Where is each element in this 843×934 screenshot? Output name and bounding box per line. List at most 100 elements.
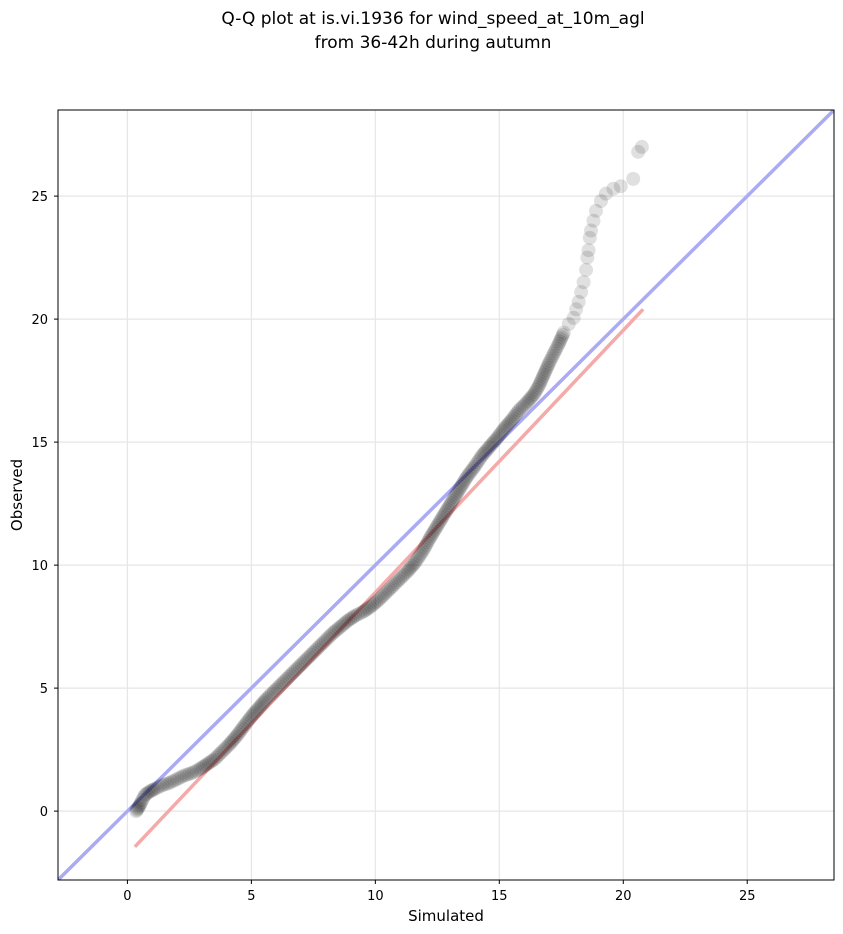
data-point: [160, 776, 175, 791]
reference-lines: [58, 110, 834, 880]
data-point: [539, 360, 554, 375]
data-point: [426, 524, 441, 539]
data-point: [473, 450, 488, 465]
data-point: [292, 658, 307, 673]
data-point: [400, 564, 415, 579]
data-point: [272, 679, 287, 694]
data-point: [129, 804, 144, 819]
data-point: [328, 624, 343, 639]
data-point: [586, 213, 601, 228]
data-point: [372, 591, 387, 606]
data-point: [350, 607, 365, 622]
data-point: [476, 446, 491, 461]
data-point: [531, 378, 546, 393]
data-point: [447, 490, 462, 505]
data-point: [146, 782, 161, 797]
data-point: [461, 467, 476, 482]
data-point: [194, 761, 209, 776]
data-point: [165, 774, 180, 789]
data-point: [455, 477, 470, 492]
data-point: [501, 416, 516, 431]
data-point: [464, 463, 479, 478]
data-point: [226, 732, 241, 747]
data-point: [189, 763, 204, 778]
data-point: [230, 727, 245, 742]
data-point: [538, 363, 553, 378]
data-point: [417, 540, 432, 555]
data-point: [344, 611, 359, 626]
data-point: [492, 427, 507, 442]
y-tick-label: 0: [40, 805, 48, 820]
data-point: [313, 638, 328, 653]
data-point: [228, 730, 243, 745]
data-point: [174, 769, 189, 784]
data-point: [232, 725, 247, 740]
data-point: [326, 625, 341, 640]
data-point: [223, 735, 238, 750]
data-point: [298, 653, 313, 668]
data-point: [197, 758, 212, 773]
data-point: [300, 651, 315, 666]
data-point: [131, 800, 146, 815]
data-point: [136, 790, 151, 805]
data-point: [486, 434, 501, 449]
data-point: [250, 702, 265, 717]
data-point: [296, 655, 311, 670]
data-point: [383, 580, 398, 595]
data-point: [268, 682, 283, 697]
data-point: [441, 500, 456, 515]
data-point: [196, 759, 211, 774]
data-point: [324, 627, 339, 642]
data-point: [315, 636, 330, 651]
data-point: [368, 595, 383, 610]
data-point: [311, 640, 326, 655]
data-point: [463, 465, 478, 480]
data-point: [634, 139, 649, 154]
data-point: [420, 535, 435, 550]
data-point: [357, 603, 372, 618]
data-point: [494, 425, 509, 440]
data-point: [270, 681, 285, 696]
data-point: [162, 775, 177, 790]
x-tick-label: 15: [491, 889, 508, 904]
data-point: [480, 441, 495, 456]
data-point: [259, 692, 274, 707]
data-point: [576, 275, 591, 290]
data-point: [402, 562, 417, 577]
data-point: [530, 380, 545, 395]
identity-line: [58, 110, 834, 880]
data-point: [251, 700, 266, 715]
data-point: [553, 332, 568, 347]
data-point: [247, 705, 262, 720]
x-tick-label: 0: [123, 889, 131, 904]
data-point: [329, 622, 344, 637]
data-point: [256, 695, 271, 710]
data-point: [452, 481, 467, 496]
data-point: [535, 369, 550, 384]
data-point: [456, 475, 471, 490]
data-point: [147, 781, 162, 796]
data-point: [422, 531, 437, 546]
y-tick-label: 25: [31, 190, 48, 205]
data-point: [210, 748, 225, 763]
data-point: [264, 686, 279, 701]
data-point: [443, 496, 458, 511]
data-point: [408, 555, 423, 570]
data-point: [549, 341, 564, 356]
y-tick-label: 20: [31, 313, 48, 328]
data-point: [380, 584, 395, 599]
data-point: [437, 506, 452, 521]
data-point: [427, 522, 442, 537]
data-point: [141, 785, 156, 800]
data-point: [214, 745, 229, 760]
data-point: [177, 768, 192, 783]
data-point: [435, 510, 450, 525]
data-point: [207, 752, 222, 767]
data-point: [540, 358, 555, 373]
data-point: [266, 684, 281, 699]
data-point: [199, 757, 214, 772]
data-point: [370, 593, 385, 608]
data-point: [569, 302, 584, 317]
data-point: [503, 414, 518, 429]
